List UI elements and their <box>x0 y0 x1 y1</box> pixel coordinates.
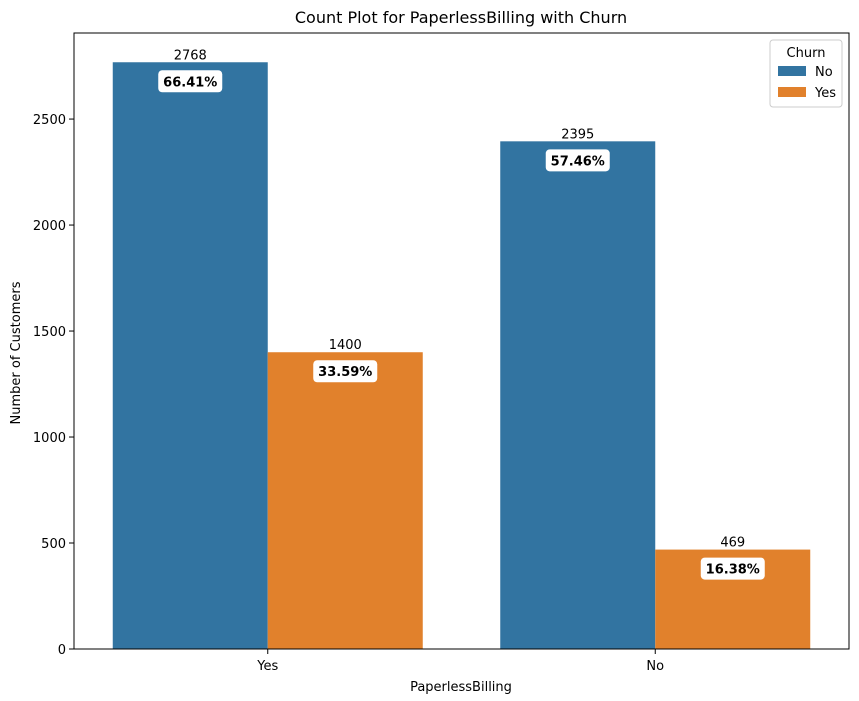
y-tick-label: 2500 <box>33 113 66 128</box>
bar-value-label: 2768 <box>174 48 207 63</box>
legend-label-no: No <box>815 65 833 80</box>
y-tick-label: 1500 <box>33 325 66 340</box>
legend: Churn No Yes <box>769 39 843 108</box>
bar-yes-yes <box>267 352 423 649</box>
bar-no-no <box>500 141 656 649</box>
y-axis-label: Number of Customers <box>9 281 24 424</box>
legend-title: Churn <box>787 46 826 61</box>
y-tick-label: 0 <box>58 643 66 658</box>
percent-label: 66.41% <box>163 75 217 90</box>
y-tick-label: 500 <box>41 537 66 552</box>
bar-value-label: 2395 <box>561 127 594 142</box>
legend-swatch-no <box>778 66 806 76</box>
legend-label-yes: Yes <box>814 86 836 101</box>
chart-title: Count Plot for PaperlessBilling with Chu… <box>295 8 627 27</box>
percent-label: 57.46% <box>551 154 605 169</box>
x-axis-label: PaperlessBilling <box>410 680 512 695</box>
percent-label-box <box>545 149 610 172</box>
y-tick-label: 2000 <box>33 219 66 234</box>
bar-yes-no <box>112 62 268 650</box>
y-tick-label: 1000 <box>33 431 66 446</box>
bar-value-label: 1400 <box>329 338 362 353</box>
percent-label: 33.59% <box>318 365 372 380</box>
plot-frame <box>73 32 850 650</box>
percent-label-box <box>158 70 223 93</box>
x-tick-label: No <box>646 659 664 674</box>
percent-label-box <box>313 360 378 383</box>
legend-swatch-yes <box>778 87 806 97</box>
x-tick-label: Yes <box>256 659 278 674</box>
percent-label: 16.38% <box>706 563 760 578</box>
percent-label-box <box>700 557 765 580</box>
bar-value-label: 469 <box>720 536 745 551</box>
